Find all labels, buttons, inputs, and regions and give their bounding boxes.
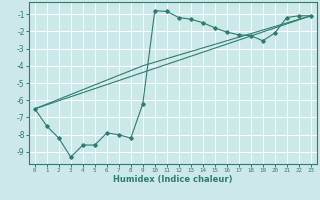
X-axis label: Humidex (Indice chaleur): Humidex (Indice chaleur) — [113, 175, 233, 184]
